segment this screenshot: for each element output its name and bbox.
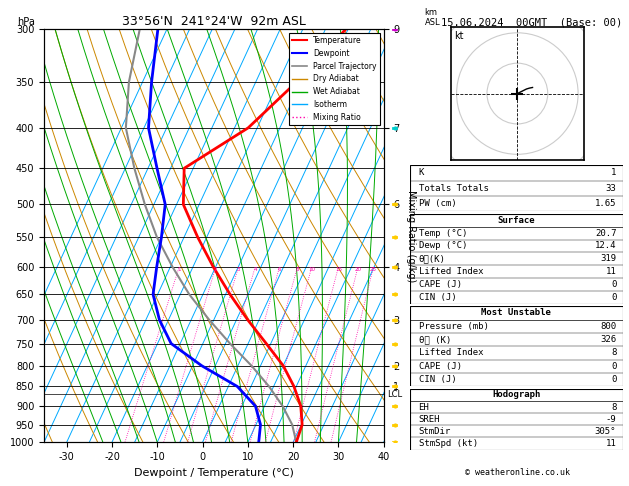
Text: PW (cm): PW (cm) — [419, 199, 456, 208]
Text: 2: 2 — [214, 267, 218, 272]
Text: 6: 6 — [278, 267, 281, 272]
Text: K: K — [419, 169, 424, 177]
X-axis label: Dewpoint / Temperature (°C): Dewpoint / Temperature (°C) — [134, 468, 294, 478]
Text: hPa: hPa — [17, 17, 35, 27]
Text: StmSpd (kt): StmSpd (kt) — [419, 439, 478, 448]
Text: Totals Totals: Totals Totals — [419, 184, 489, 193]
Text: Surface: Surface — [498, 216, 535, 225]
Text: 33: 33 — [606, 184, 616, 193]
Text: Pressure (mb): Pressure (mb) — [419, 322, 489, 331]
Text: CIN (J): CIN (J) — [419, 293, 456, 302]
Text: 800: 800 — [600, 322, 616, 331]
Text: 20: 20 — [355, 267, 362, 272]
Title: 33°56'N  241°24'W  92m ASL: 33°56'N 241°24'W 92m ASL — [122, 15, 306, 28]
Text: 305°: 305° — [595, 427, 616, 436]
Text: EH: EH — [419, 402, 430, 412]
Text: θᴇ(K): θᴇ(K) — [419, 254, 445, 263]
Text: 8: 8 — [611, 348, 616, 358]
Text: 25: 25 — [370, 267, 377, 272]
Text: Hodograph: Hodograph — [493, 390, 540, 399]
Text: 15.06.2024  00GMT  (Base: 00): 15.06.2024 00GMT (Base: 00) — [441, 17, 622, 27]
Text: 8: 8 — [296, 267, 299, 272]
Text: km
ASL: km ASL — [425, 8, 440, 27]
Legend: Temperature, Dewpoint, Parcel Trajectory, Dry Adiabat, Wet Adiabat, Isotherm, Mi: Temperature, Dewpoint, Parcel Trajectory… — [289, 33, 380, 125]
Text: 0: 0 — [611, 375, 616, 384]
Text: CIN (J): CIN (J) — [419, 375, 456, 384]
Text: 12.4: 12.4 — [595, 242, 616, 250]
Text: 20.7: 20.7 — [595, 228, 616, 238]
Y-axis label: Mixing Ratio (g/kg): Mixing Ratio (g/kg) — [406, 190, 416, 282]
Text: 11: 11 — [606, 267, 616, 276]
Text: Dewp (°C): Dewp (°C) — [419, 242, 467, 250]
Text: 10: 10 — [308, 267, 315, 272]
Text: 3: 3 — [237, 267, 240, 272]
Text: 326: 326 — [600, 335, 616, 344]
Text: Temp (°C): Temp (°C) — [419, 228, 467, 238]
Text: 15: 15 — [335, 267, 342, 272]
Text: CAPE (J): CAPE (J) — [419, 362, 462, 371]
Text: θᴇ (K): θᴇ (K) — [419, 335, 451, 344]
Text: 0: 0 — [611, 362, 616, 371]
Text: CAPE (J): CAPE (J) — [419, 280, 462, 289]
Text: 0: 0 — [611, 293, 616, 302]
Text: 4: 4 — [253, 267, 257, 272]
Text: Lifted Index: Lifted Index — [419, 267, 483, 276]
Text: Lifted Index: Lifted Index — [419, 348, 483, 358]
Text: LCL: LCL — [387, 390, 402, 399]
Text: 11: 11 — [606, 439, 616, 448]
Text: kt: kt — [455, 31, 464, 41]
Text: 8: 8 — [611, 402, 616, 412]
Text: SREH: SREH — [419, 415, 440, 424]
Text: Most Unstable: Most Unstable — [481, 308, 552, 317]
Text: 0: 0 — [611, 280, 616, 289]
Text: 1.65: 1.65 — [595, 199, 616, 208]
Text: 1: 1 — [177, 267, 181, 272]
Text: -9: -9 — [606, 415, 616, 424]
Text: 319: 319 — [600, 254, 616, 263]
Text: 1: 1 — [611, 169, 616, 177]
Text: StmDir: StmDir — [419, 427, 451, 436]
Text: © weatheronline.co.uk: © weatheronline.co.uk — [465, 468, 569, 477]
